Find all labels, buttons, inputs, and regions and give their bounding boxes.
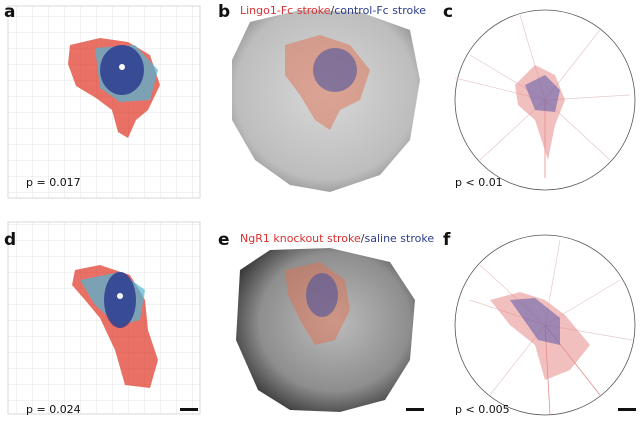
overlay-blue	[313, 48, 357, 92]
legend-entry: NgR1 knockout stroke	[240, 232, 361, 245]
p-value: p = 0.024	[26, 403, 81, 416]
panel-label: d	[4, 230, 16, 250]
legend-entry: saline stroke	[364, 232, 434, 245]
p-value: p < 0.005	[455, 403, 510, 416]
panel-label: f	[443, 230, 451, 250]
panel-label: e	[218, 230, 230, 250]
legend-entry: control-Fc stroke	[334, 4, 426, 17]
polar-circle	[454, 9, 636, 191]
cloud-blue	[104, 272, 136, 328]
legend: NgR1 knockout stroke/saline stroke	[240, 232, 434, 245]
separator: /	[331, 4, 335, 17]
origin	[117, 293, 123, 299]
separator: /	[361, 232, 365, 245]
scale-bar	[180, 408, 198, 411]
scale-bar	[618, 408, 636, 411]
area-blue	[510, 298, 560, 345]
panel-label: b	[218, 2, 230, 22]
area-blue	[525, 75, 560, 112]
panel-label: a	[4, 2, 15, 22]
legend: Lingo1-Fc stroke/control-Fc stroke	[240, 4, 426, 17]
panel-label: c	[443, 2, 453, 22]
origin	[119, 64, 125, 70]
p-value: p < 0.01	[455, 176, 503, 189]
scale-bar	[406, 408, 424, 411]
p-value: p = 0.017	[26, 176, 81, 189]
polar-circle	[454, 234, 636, 416]
overlay-blue	[306, 273, 338, 317]
legend-entry: Lingo1-Fc stroke	[240, 4, 331, 17]
